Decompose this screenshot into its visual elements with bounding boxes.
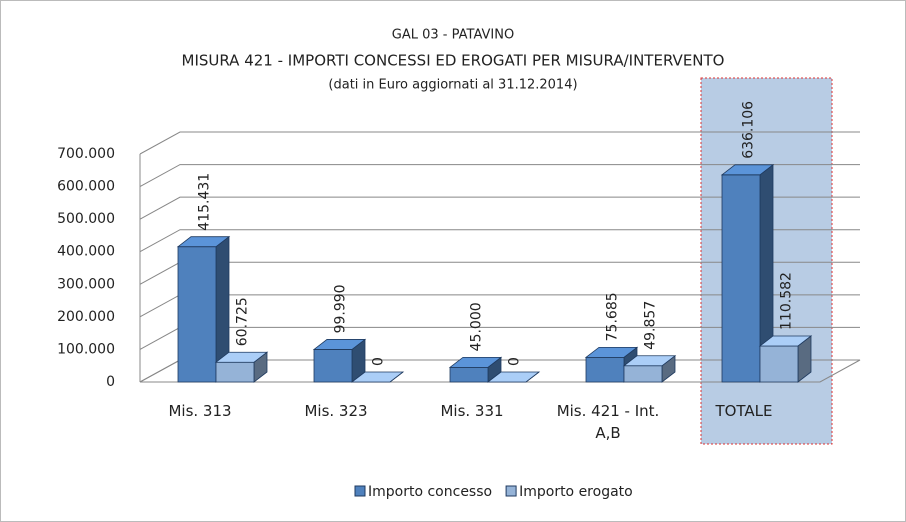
bar-top: [720, 164, 775, 176]
value-label: 49.857: [643, 301, 659, 350]
bar: [622, 354, 677, 383]
bar-top: [350, 371, 405, 383]
bar-front: [623, 365, 663, 383]
y-tick-label: 700.000: [57, 146, 115, 162]
bar-top: [448, 356, 503, 368]
x-tick-label: Mis. 331: [440, 402, 504, 420]
chart-note: (dati in Euro aggiornati al 31.12.2014): [328, 78, 577, 93]
legend-swatch: [354, 485, 366, 497]
chart-subtitle: MISURA 421 - IMPORTI CONCESSI ED EROGATI…: [182, 52, 725, 70]
bar-top: [214, 351, 269, 363]
bar: [486, 371, 541, 383]
value-label: 45.000: [469, 302, 485, 351]
legend-label: Importo erogato: [519, 484, 633, 500]
y-tick-label: 100.000: [57, 341, 115, 357]
bar-top: [486, 371, 541, 383]
bar-top: [622, 355, 677, 367]
y-tick-label: 400.000: [57, 244, 115, 260]
bar-front: [313, 349, 353, 383]
bar-front: [177, 246, 217, 383]
y-tick-label: 500.000: [57, 211, 115, 227]
chart-title: GAL 03 - PATAVINO: [392, 28, 514, 43]
value-label: 0: [507, 357, 523, 366]
bar-front: [759, 345, 799, 383]
value-label: 0: [371, 357, 387, 366]
x-tick-label: Mis. 421 - Int. A,B: [556, 402, 660, 442]
y-tick-label: 600.000: [57, 179, 115, 195]
bar: [350, 371, 405, 383]
bar: [214, 351, 269, 383]
y-tick-label: 300.000: [57, 276, 115, 292]
bar-front: [721, 174, 761, 383]
legend-swatch: [505, 485, 517, 497]
bar-top: [312, 339, 367, 350]
bar: [448, 356, 503, 383]
value-label: 636.106: [741, 101, 757, 159]
value-label: 99.990: [333, 284, 349, 333]
bar: [758, 335, 813, 383]
grid-line: [139, 131, 860, 155]
value-label: 415.431: [197, 173, 213, 231]
bar: [720, 163, 775, 383]
bar: [312, 338, 367, 383]
bar-top: [584, 346, 639, 358]
bar-front: [449, 366, 489, 383]
bar-top: [176, 236, 231, 248]
bar-front: [215, 361, 255, 383]
value-label: 60.725: [235, 297, 251, 346]
y-tick-label: 0: [106, 374, 115, 390]
x-tick-label: Mis. 313: [168, 402, 232, 420]
grid-line: [139, 196, 860, 220]
y-tick-label: 200.000: [57, 309, 115, 325]
x-tick-label: TOTALE: [715, 402, 773, 420]
legend-label: Importo concesso: [368, 484, 492, 500]
value-label: 110.582: [779, 272, 795, 330]
bar: [176, 235, 231, 383]
grid-line: [139, 229, 860, 253]
grid-line: [139, 164, 860, 188]
x-tick-label: Mis. 323: [304, 402, 368, 420]
value-label: 75.685: [605, 292, 621, 341]
bar-front: [585, 356, 625, 383]
bar-top: [758, 335, 813, 347]
